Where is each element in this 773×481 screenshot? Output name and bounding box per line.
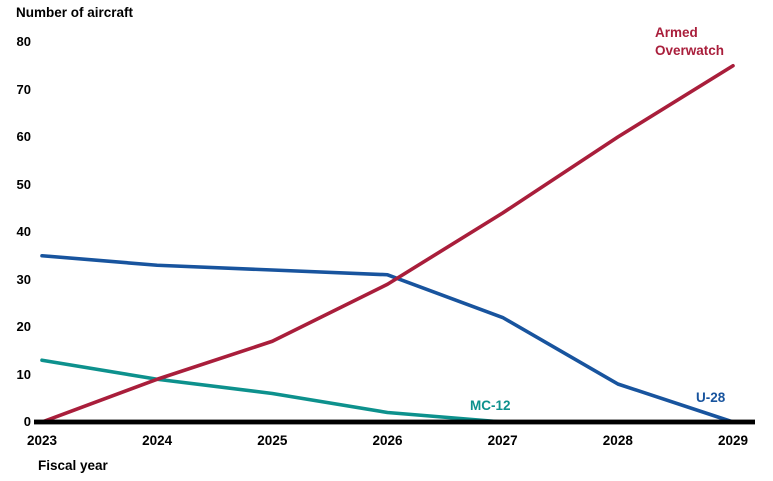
line-series-u-28: [40, 253, 735, 424]
y-tick-label-20: 20: [16, 319, 31, 334]
y-tick-label-80: 80: [16, 34, 31, 49]
series-label-u-28: U-28: [696, 390, 726, 405]
line-series-armed-overwatch: [40, 63, 735, 424]
x-axis-line: [34, 419, 755, 425]
y-axis-title: Number of aircraft: [16, 5, 134, 20]
x-tick-label-2029: 2029: [717, 433, 749, 448]
x-tick-label-2023: 2023: [26, 433, 58, 448]
x-axis-title: Fiscal year: [38, 458, 108, 473]
x-tick-label-2026: 2026: [372, 433, 403, 448]
x-tick-label-2024: 2024: [142, 433, 173, 448]
y-tick-label-40: 40: [16, 224, 31, 239]
x-tick-label-2025: 2025: [257, 433, 288, 448]
x-tick-label-2027: 2027: [487, 433, 518, 448]
y-tick-label-30: 30: [16, 271, 31, 287]
y-tick-label-0: 0: [23, 414, 31, 429]
y-tick-label-10: 10: [16, 366, 31, 382]
series-label-armed-overwatch: Armed Overwatch: [655, 25, 725, 58]
line-series-mc-12: [40, 358, 505, 424]
y-tick-label-70: 70: [16, 81, 31, 97]
y-tick-label-60: 60: [16, 129, 31, 144]
series-label-mc-12: MC-12: [470, 398, 511, 413]
x-tick-label-2028: 2028: [602, 433, 633, 448]
y-tick-label-50: 50: [16, 176, 31, 192]
